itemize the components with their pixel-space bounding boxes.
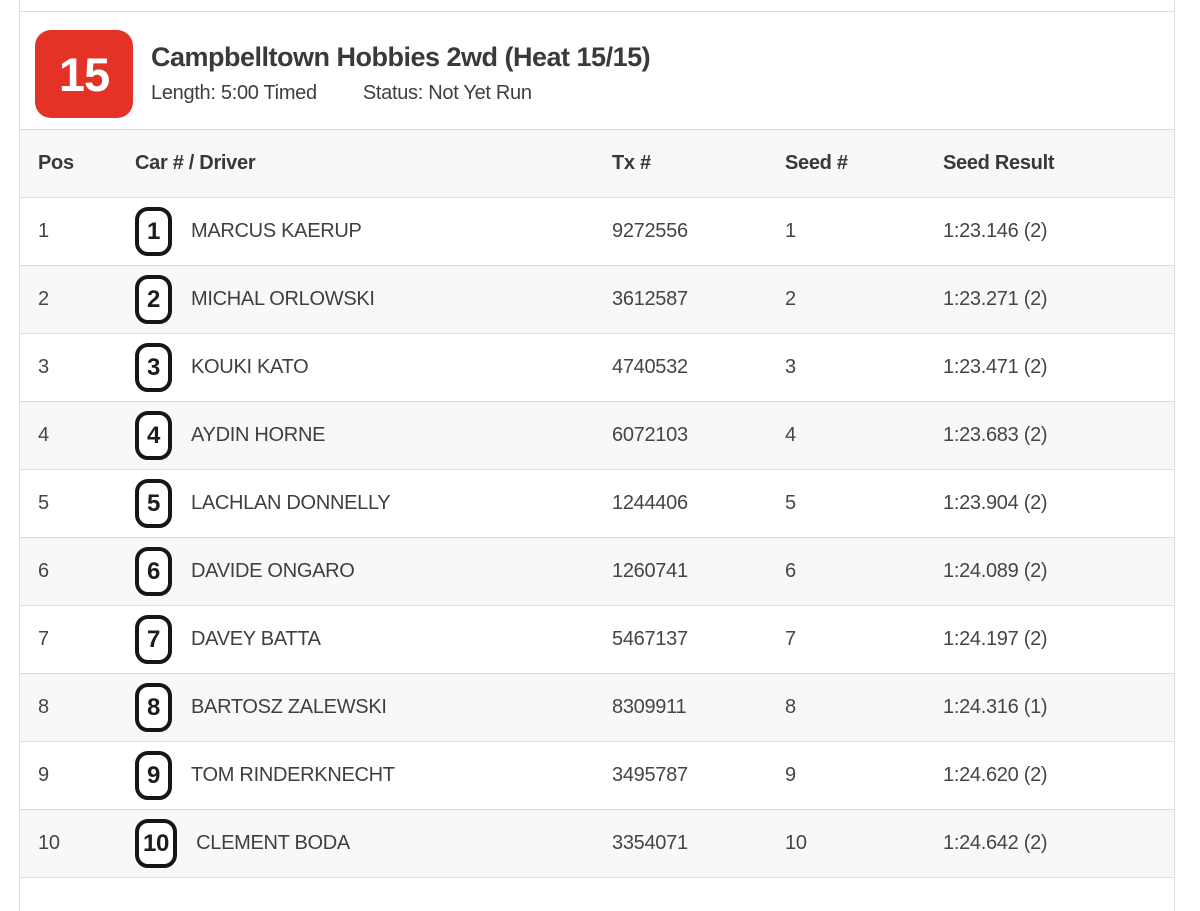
- column-header-seed-result: Seed Result: [925, 129, 1174, 198]
- tx-cell: 3612587: [594, 265, 767, 334]
- heat-results-table: Pos Car # / Driver Tx # Seed # Seed Resu…: [20, 129, 1174, 878]
- driver-name: BARTOSZ ZALEWSKI: [191, 696, 387, 718]
- driver-name: LACHLAN DONNELLY: [191, 492, 391, 514]
- tx-cell: 5467137: [594, 605, 767, 674]
- car-driver-cell: 10 CLEMENT BODA: [117, 809, 594, 878]
- table-body: 1 1 MARCUS KAERUP 9272556 1 1:23.146 (2)…: [20, 197, 1174, 878]
- heat-length-label: Length: 5:00 Timed: [151, 82, 317, 104]
- car-number-badge: 6: [135, 547, 172, 596]
- heat-header: 15 Campbelltown Hobbies 2wd (Heat 15/15)…: [20, 12, 1174, 129]
- pos-cell: 9: [20, 741, 117, 810]
- seed-result-cell: 1:24.642 (2): [925, 809, 1174, 878]
- seed-cell: 10: [767, 809, 925, 878]
- table-row: 3 3 KOUKI KATO 4740532 3 1:23.471 (2): [20, 333, 1174, 402]
- next-section-top-edge: [20, 878, 1174, 899]
- tx-cell: 3354071: [594, 809, 767, 878]
- driver-name: KOUKI KATO: [191, 356, 309, 378]
- car-driver-cell: 9 TOM RINDERKNECHT: [117, 741, 594, 810]
- car-driver-cell: 7 DAVEY BATTA: [117, 605, 594, 674]
- pos-cell: 7: [20, 605, 117, 674]
- heat-status-label: Status: Not Yet Run: [362, 82, 532, 104]
- seed-cell: 1: [767, 197, 925, 266]
- driver-name: DAVIDE ONGARO: [191, 560, 355, 582]
- heat-number-badge: 15: [35, 30, 133, 118]
- seed-cell: 4: [767, 401, 925, 470]
- heat-info: Campbelltown Hobbies 2wd (Heat 15/15) Le…: [151, 41, 651, 105]
- pos-cell: 10: [20, 809, 117, 878]
- table-row: 4 4 AYDIN HORNE 6072103 4 1:23.683 (2): [20, 401, 1174, 470]
- car-number-badge: 9: [135, 751, 172, 800]
- car-number-badge: 1: [135, 207, 172, 256]
- car-number-badge: 5: [135, 479, 172, 528]
- driver-name: AYDIN HORNE: [191, 424, 326, 446]
- seed-cell: 8: [767, 673, 925, 742]
- seed-cell: 5: [767, 469, 925, 538]
- car-number-badge: 8: [135, 683, 172, 732]
- table-row: 5 5 LACHLAN DONNELLY 1244406 5 1:23.904 …: [20, 469, 1174, 538]
- heat-meta: Length: 5:00 Timed Status: Not Yet Run: [151, 81, 650, 105]
- pos-cell: 6: [20, 537, 117, 606]
- table-row: 2 2 MICHAL ORLOWSKI 3612587 2 1:23.271 (…: [20, 265, 1174, 334]
- tx-cell: 1244406: [594, 469, 767, 538]
- seed-result-cell: 1:23.683 (2): [925, 401, 1174, 470]
- column-header-car-driver: Car # / Driver: [117, 129, 594, 198]
- seed-cell: 6: [767, 537, 925, 606]
- previous-section-bottom-edge: [20, 0, 1174, 12]
- driver-name: DAVEY BATTA: [191, 628, 321, 650]
- pos-cell: 2: [20, 265, 117, 334]
- column-header-pos: Pos: [20, 129, 117, 198]
- column-header-tx: Tx #: [594, 129, 767, 198]
- tx-cell: 1260741: [594, 537, 767, 606]
- seed-cell: 9: [767, 741, 925, 810]
- car-number-badge: 10: [135, 819, 178, 868]
- car-driver-cell: 1 MARCUS KAERUP: [117, 197, 594, 266]
- pos-cell: 1: [20, 197, 117, 266]
- driver-name: CLEMENT BODA: [196, 832, 350, 854]
- car-number-badge: 7: [135, 615, 172, 664]
- car-number-badge: 2: [135, 275, 172, 324]
- tx-cell: 9272556: [594, 197, 767, 266]
- seed-result-cell: 1:23.471 (2): [925, 333, 1174, 402]
- heat-title: Campbelltown Hobbies 2wd (Heat 15/15): [151, 42, 651, 72]
- car-driver-cell: 2 MICHAL ORLOWSKI: [117, 265, 594, 334]
- pos-cell: 4: [20, 401, 117, 470]
- table-row: 8 8 BARTOSZ ZALEWSKI 8309911 8 1:24.316 …: [20, 673, 1174, 742]
- driver-name: MARCUS KAERUP: [191, 220, 362, 242]
- seed-cell: 7: [767, 605, 925, 674]
- car-driver-cell: 6 DAVIDE ONGARO: [117, 537, 594, 606]
- seed-result-cell: 1:24.316 (1): [925, 673, 1174, 742]
- pos-cell: 5: [20, 469, 117, 538]
- car-driver-cell: 8 BARTOSZ ZALEWSKI: [117, 673, 594, 742]
- car-number-badge: 4: [135, 411, 172, 460]
- driver-name: MICHAL ORLOWSKI: [191, 288, 375, 310]
- tx-cell: 6072103: [594, 401, 767, 470]
- table-row: 10 10 CLEMENT BODA 3354071 10 1:24.642 (…: [20, 809, 1174, 878]
- car-driver-cell: 3 KOUKI KATO: [117, 333, 594, 402]
- seed-result-cell: 1:24.089 (2): [925, 537, 1174, 606]
- pos-cell: 8: [20, 673, 117, 742]
- table-row: 7 7 DAVEY BATTA 5467137 7 1:24.197 (2): [20, 605, 1174, 674]
- seed-result-cell: 1:24.197 (2): [925, 605, 1174, 674]
- car-driver-cell: 5 LACHLAN DONNELLY: [117, 469, 594, 538]
- tx-cell: 4740532: [594, 333, 767, 402]
- table-header: Pos Car # / Driver Tx # Seed # Seed Resu…: [20, 129, 1174, 198]
- table-row: 6 6 DAVIDE ONGARO 1260741 6 1:24.089 (2): [20, 537, 1174, 606]
- driver-name: TOM RINDERKNECHT: [191, 764, 395, 786]
- seed-result-cell: 1:23.146 (2): [925, 197, 1174, 266]
- tx-cell: 8309911: [594, 673, 767, 742]
- heat-panel: 15 Campbelltown Hobbies 2wd (Heat 15/15)…: [19, 0, 1175, 911]
- seed-result-cell: 1:24.620 (2): [925, 741, 1174, 810]
- car-number-badge: 3: [135, 343, 172, 392]
- tx-cell: 3495787: [594, 741, 767, 810]
- seed-result-cell: 1:23.271 (2): [925, 265, 1174, 334]
- seed-result-cell: 1:23.904 (2): [925, 469, 1174, 538]
- table-row: 1 1 MARCUS KAERUP 9272556 1 1:23.146 (2): [20, 197, 1174, 266]
- column-header-seed: Seed #: [767, 129, 925, 198]
- seed-cell: 2: [767, 265, 925, 334]
- pos-cell: 3: [20, 333, 117, 402]
- car-driver-cell: 4 AYDIN HORNE: [117, 401, 594, 470]
- table-header-row: Pos Car # / Driver Tx # Seed # Seed Resu…: [20, 129, 1174, 198]
- seed-cell: 3: [767, 333, 925, 402]
- table-row: 9 9 TOM RINDERKNECHT 3495787 9 1:24.620 …: [20, 741, 1174, 810]
